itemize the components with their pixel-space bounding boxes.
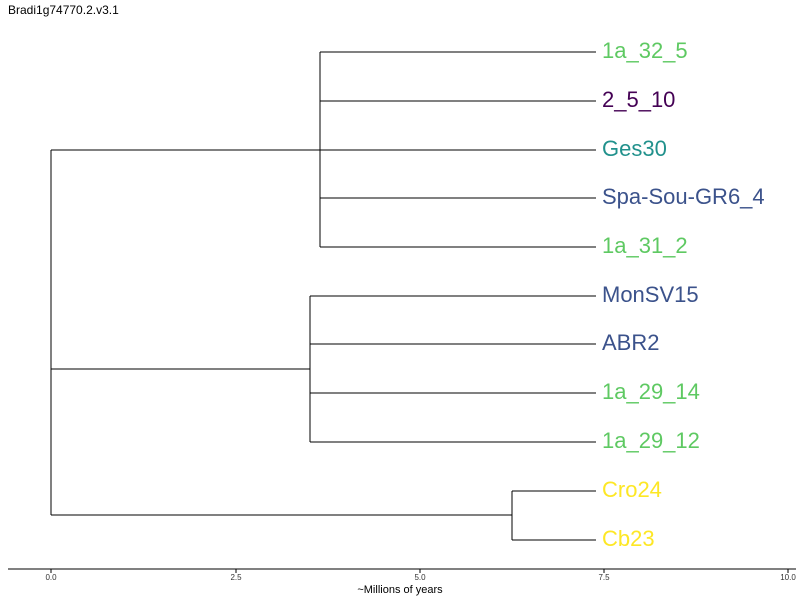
leaf-label: 1a_29_14 <box>602 379 700 404</box>
axis-tick-label: 7.5 <box>598 573 610 582</box>
time-axis: 0.0 2.5 5.0 7.5 10.0 ~Millions of years <box>8 568 796 596</box>
leaf-label: Cro24 <box>602 477 662 502</box>
leaf-label: 1a_29_12 <box>602 428 700 453</box>
leaf-label: 1a_31_2 <box>602 233 688 258</box>
leaf-labels: 1a_32_5 2_5_10 Ges30 Spa-Sou-GR6_4 1a_31_2 Mo… <box>602 38 765 551</box>
leaf-label: 1a_32_5 <box>602 38 688 63</box>
tree-branches <box>50 51 596 541</box>
leaf-label: 2_5_10 <box>602 87 675 112</box>
leaf-label: Cb23 <box>602 526 655 551</box>
leaf-label: Spa-Sou-GR6_4 <box>602 184 765 209</box>
leaf-label: MonSV15 <box>602 282 699 307</box>
leaf-label: Ges30 <box>602 136 667 161</box>
axis-tick-label: 2.5 <box>230 573 242 582</box>
axis-tick-label: 0.0 <box>45 573 57 582</box>
axis-tick-label: 5.0 <box>414 573 426 582</box>
axis-tick-label: 10.0 <box>780 573 796 582</box>
tree-title: Bradi1g74770.2.v3.1 <box>8 3 119 17</box>
leaf-label: ABR2 <box>602 330 659 355</box>
axis-title: ~Millions of years <box>357 584 443 596</box>
